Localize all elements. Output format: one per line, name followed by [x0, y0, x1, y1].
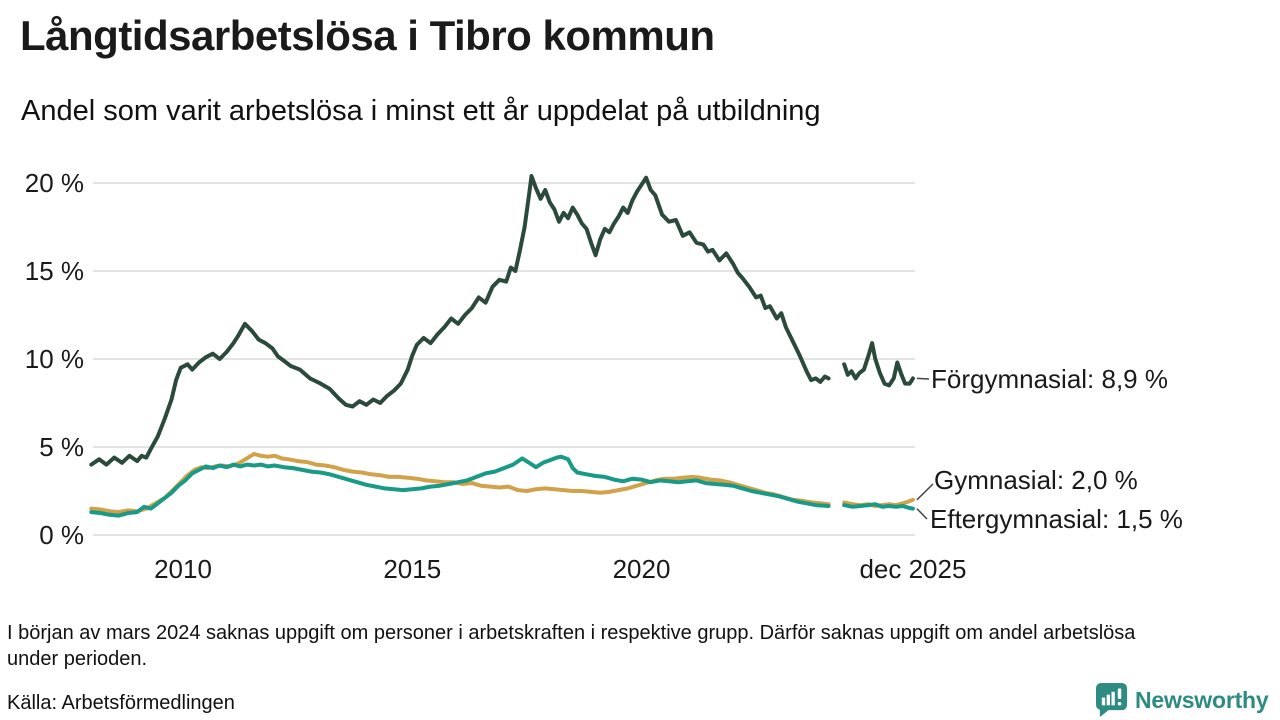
label-leader-line: [916, 483, 934, 501]
y-tick-label: 20 %: [25, 168, 84, 198]
y-tick-label: 10 %: [25, 344, 84, 374]
source-attribution: Källa: Arbetsförmedlingen: [7, 692, 235, 714]
footnote: I början av mars 2024 saknas uppgift om …: [7, 622, 1136, 671]
page-subtitle: Andel som varit arbetslösa i minst ett å…: [21, 95, 821, 127]
series-line-eftergymnasial: [89, 454, 831, 518]
series-line-forgymnasial: [89, 174, 831, 467]
label-leader-line: [916, 508, 928, 520]
newsworthy-brand-text: Newsworthy: [1135, 686, 1269, 713]
page-title: Långtidsarbetslösa i Tibro kommun: [20, 12, 715, 59]
x-tick-label: dec 2025: [859, 554, 966, 584]
y-tick-label: 15 %: [25, 256, 84, 286]
newsworthy-logo-icon: [1096, 683, 1127, 717]
series-end-label-eftergymnasial: Eftergymnasial: 1,5 %: [930, 504, 1183, 534]
series-end-label-gymnasial: Gymnasial: 2,0 %: [934, 465, 1138, 495]
label-leader-line: [916, 377, 930, 380]
y-tick-label: 5 %: [39, 432, 84, 462]
series-line-eftergymnasial: [842, 502, 915, 511]
x-tick-label: 2010: [154, 554, 212, 584]
x-tick-label: 2020: [613, 554, 671, 584]
series-end-label-forgymnasial: Förgymnasial: 8,9 %: [931, 364, 1168, 394]
chart-canvas: 0 % 5 % 10 % 15 % 20 % 2010 2015 2020 dec 2025: [25, 168, 967, 584]
newsworthy-brand: Newsworthy: [1096, 683, 1269, 717]
y-tick-label: 0 %: [39, 520, 84, 550]
x-tick-label: 2015: [383, 554, 441, 584]
series-line-forgymnasial: [842, 341, 915, 388]
